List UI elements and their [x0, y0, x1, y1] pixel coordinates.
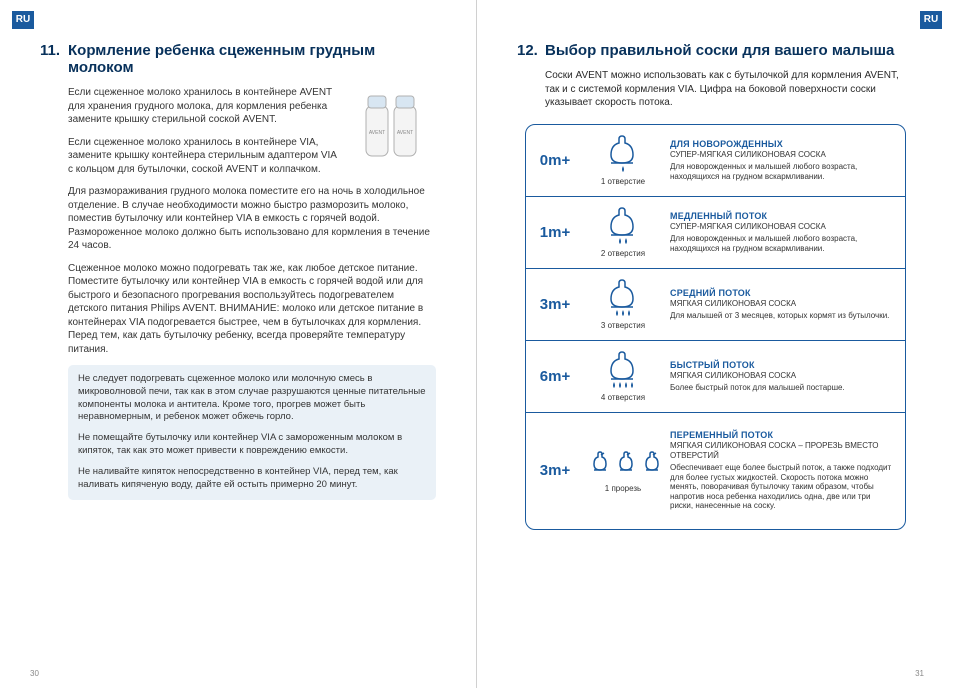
- warning-text: Не наливайте кипяток непосредственно в к…: [78, 466, 426, 492]
- paragraph: Сцеженное молоко можно подогревать так ж…: [68, 262, 436, 357]
- age-label: 3m+: [526, 413, 580, 529]
- teat-icon-cell: 4 отверстия: [580, 341, 666, 412]
- teat-text: Для новорожденных и малышей любого возра…: [670, 162, 895, 181]
- age-label: 0m+: [526, 125, 580, 196]
- age-label: 1m+: [526, 197, 580, 268]
- teat-description: СРЕДНИЙ ПОТОК МЯГКАЯ СИЛИКОНОВАЯ СОСКА Д…: [666, 269, 905, 340]
- page-spread: RU 11. Кормление ребенка сцеженным грудн…: [0, 0, 954, 688]
- teat-icon-cell: 1 отверстие: [580, 125, 666, 196]
- teat-selection-table: 0m+ 1 отверстие ДЛЯ НОВОРОЖДЕННЫХ СУПЕР-…: [525, 124, 906, 530]
- teat-icon-cell: 1 прорезь: [580, 413, 666, 529]
- page-number: 31: [915, 669, 924, 678]
- teat-description: МЕДЛЕННЫЙ ПОТОК СУПЕР-МЯГКАЯ СИЛИКОНОВАЯ…: [666, 197, 905, 268]
- table-row: 6m+ 4 отверстия БЫСТРЫЙ ПОТОК МЯГКАЯ СИЛ…: [526, 341, 905, 413]
- language-badge: RU: [920, 11, 942, 29]
- teat-icon: [603, 279, 643, 319]
- holes-label: 3 отверстия: [601, 321, 645, 330]
- teat-title: МЕДЛЕННЫЙ ПОТОК: [670, 211, 895, 221]
- teat-description: БЫСТРЫЙ ПОТОК МЯГКАЯ СИЛИКОНОВАЯ СОСКА Б…: [666, 341, 905, 412]
- page-right: RU 12. Выбор правильной соски для вашего…: [477, 0, 954, 688]
- paragraph: Для размораживания грудного молока помес…: [68, 185, 436, 253]
- warning-box: Не следует подогревать сцеженное молоко …: [68, 365, 436, 500]
- bottles-illustration: AVENT AVENT: [348, 86, 436, 166]
- section-number: 11.: [40, 42, 68, 76]
- section-number: 12.: [517, 42, 545, 59]
- teat-title: СРЕДНИЙ ПОТОК: [670, 288, 895, 298]
- teat-description: ПЕРЕМЕННЫЙ ПОТОК МЯГКАЯ СИЛИКОНОВАЯ СОСК…: [666, 413, 905, 529]
- table-row: 3m+ 3 отверстия СРЕДНИЙ ПОТОК МЯГКАЯ СИЛ…: [526, 269, 905, 341]
- holes-label: 4 отверстия: [601, 393, 645, 402]
- teat-text: Для малышей от 3 месяцев, которых кормят…: [670, 311, 895, 321]
- section-title: Выбор правильной соски для вашего малыша: [545, 42, 894, 59]
- table-row: 3m+ 1 прорезь ПЕРЕМЕННЫЙ ПОТОК МЯГКАЯ СИ…: [526, 413, 905, 529]
- svg-text:AVENT: AVENT: [369, 130, 385, 136]
- section-heading-12: 12. Выбор правильной соски для вашего ма…: [517, 42, 914, 59]
- page-number: 30: [30, 669, 39, 678]
- age-label: 3m+: [526, 269, 580, 340]
- teat-title: ДЛЯ НОВОРОЖДЕННЫХ: [670, 139, 895, 149]
- svg-text:AVENT: AVENT: [397, 130, 413, 136]
- language-badge: RU: [12, 11, 34, 29]
- table-row: 0m+ 1 отверстие ДЛЯ НОВОРОЖДЕННЫХ СУПЕР-…: [526, 125, 905, 197]
- section-title: Кормление ребенка сцеженным грудным моло…: [68, 42, 436, 76]
- warning-text: Не помещайте бутылочку или контейнер VIA…: [78, 432, 426, 458]
- holes-label: 1 отверстие: [601, 177, 645, 186]
- teat-title: ПЕРЕМЕННЫЙ ПОТОК: [670, 430, 895, 440]
- teat-subtitle: СУПЕР-МЯГКАЯ СИЛИКОНОВАЯ СОСКА: [670, 150, 895, 160]
- intro-text: Соски AVENT можно использовать как с бут…: [545, 69, 904, 110]
- teat-subtitle: МЯГКАЯ СИЛИКОНОВАЯ СОСКА: [670, 299, 895, 309]
- teat-icon: [584, 448, 662, 482]
- section-body: AVENT AVENT Если сцеженное молоко хранил…: [68, 86, 436, 500]
- page-left: RU 11. Кормление ребенка сцеженным грудн…: [0, 0, 477, 688]
- teat-subtitle: МЯГКАЯ СИЛИКОНОВАЯ СОСКА – ПРОРЕЗЬ ВМЕСТ…: [670, 441, 895, 461]
- teat-text: Обеспечивает еще более быстрый поток, а …: [670, 463, 895, 511]
- teat-text: Для новорожденных и малышей любого возра…: [670, 234, 895, 253]
- teat-title: БЫСТРЫЙ ПОТОК: [670, 360, 895, 370]
- teat-icon-cell: 3 отверстия: [580, 269, 666, 340]
- teat-text: Более быстрый поток для малышей постарше…: [670, 383, 895, 393]
- teat-subtitle: МЯГКАЯ СИЛИКОНОВАЯ СОСКА: [670, 371, 895, 381]
- holes-label: 2 отверстия: [601, 249, 645, 258]
- table-row: 1m+ 2 отверстия МЕДЛЕННЫЙ ПОТОК СУПЕР-МЯ…: [526, 197, 905, 269]
- teat-icon: [603, 135, 643, 175]
- holes-label: 1 прорезь: [605, 484, 641, 493]
- teat-icon: [603, 207, 643, 247]
- section-heading-11: 11. Кормление ребенка сцеженным грудным …: [40, 42, 436, 76]
- teat-icon: [603, 351, 643, 391]
- teat-icon-cell: 2 отверстия: [580, 197, 666, 268]
- teat-subtitle: СУПЕР-МЯГКАЯ СИЛИКОНОВАЯ СОСКА: [670, 222, 895, 232]
- warning-text: Не следует подогревать сцеженное молоко …: [78, 373, 426, 424]
- teat-description: ДЛЯ НОВОРОЖДЕННЫХ СУПЕР-МЯГКАЯ СИЛИКОНОВ…: [666, 125, 905, 196]
- age-label: 6m+: [526, 341, 580, 412]
